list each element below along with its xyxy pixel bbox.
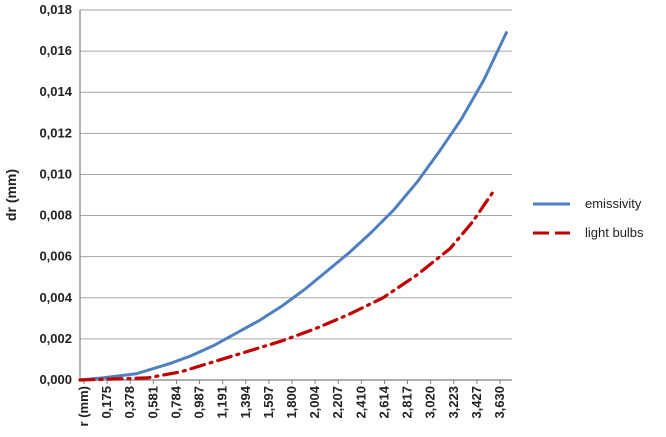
y-tick-label: 0,018 [39,2,72,17]
x-tick-label: 2,817 [400,386,415,419]
y-axis-label: dr (mm) [3,169,19,221]
x-tick-label: 1,394 [238,385,253,418]
x-tick-label: 2,614 [376,385,391,418]
x-tick-label: 2,410 [353,386,368,419]
y-tick-label: 0,006 [39,249,72,264]
x-tick-label: 2,004 [307,385,322,418]
y-tick-label: 0,012 [39,125,72,140]
series-line-light-bulbs [78,187,497,382]
x-tick-labels: r (mm) 0,175 0,378 0,581 0,784 0,987 1,191 1,39… [76,380,507,426]
x-tick-label: r (mm) [76,386,91,426]
legend-label: light bulbs [585,225,644,240]
x-tick-label: 0,175 [99,386,114,419]
y-tick-label: 0,014 [39,84,72,99]
y-tick-label: 0,008 [39,208,72,223]
x-tick-label: 1,597 [261,386,276,419]
y-tick-labels: 0,000 0,002 0,004 0,006 0,008 0,010 0,012 0,014… [39,2,72,387]
x-tick-label: 3,630 [492,386,507,419]
series-lines [78,31,508,382]
x-tick-label: 0,987 [192,386,207,419]
y-tick-label: 0,004 [39,290,72,305]
y-tick-label: 0,002 [39,331,72,346]
series-line-emissivity [78,31,508,382]
legend: emissivity light bulbs [533,196,644,240]
x-tick-label: 1,191 [215,386,230,419]
y-tick-label: 0,010 [39,166,72,181]
x-tick-label: 3,427 [469,386,484,419]
x-tick-label: 0,581 [145,386,160,419]
y-tick-label: 0,000 [39,372,72,387]
x-tick-label: 3,020 [423,386,438,419]
axes [79,10,512,381]
y-tick-label: 0,016 [39,43,72,58]
x-tick-label: 2,207 [330,386,345,419]
x-tick-label: 3,223 [446,386,461,419]
legend-label: emissivity [585,196,642,211]
x-tick-label: 0,378 [122,386,137,419]
gridlines [80,9,512,340]
x-tick-label: 1,800 [284,386,299,419]
x-tick-label: 0,784 [168,385,183,418]
